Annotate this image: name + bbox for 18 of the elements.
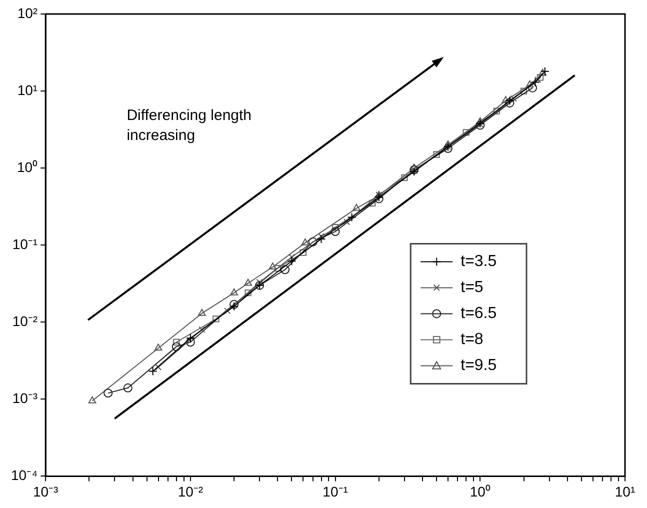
legend-label: t=5 xyxy=(460,279,484,296)
legend-label: t=9.5 xyxy=(460,357,497,374)
y-tick-label: 10⁰ xyxy=(17,158,38,175)
legend-label: t=3.5 xyxy=(460,253,497,270)
y-tick-label: 10⁻³ xyxy=(12,390,38,406)
x-tick-label: 10⁻² xyxy=(178,483,204,500)
x-tick-label: 10⁻¹ xyxy=(322,483,348,500)
y-tick-label: 10¹ xyxy=(17,82,38,98)
y-tick-label: 10⁻² xyxy=(12,312,38,329)
x-tick-label: 10⁻³ xyxy=(32,483,59,500)
x-tick-label: 10⁰ xyxy=(470,483,490,500)
y-tick-label: 10² xyxy=(17,4,38,21)
legend-label: t=6.5 xyxy=(460,305,497,322)
annotation: Differencing length increasing xyxy=(126,106,253,146)
legend-label: t=8 xyxy=(460,331,484,348)
y-tick-label: 10⁻¹ xyxy=(12,236,38,252)
x-tick-label: 10¹ xyxy=(614,483,636,500)
y-tick-label: 10⁻⁴ xyxy=(10,467,38,484)
